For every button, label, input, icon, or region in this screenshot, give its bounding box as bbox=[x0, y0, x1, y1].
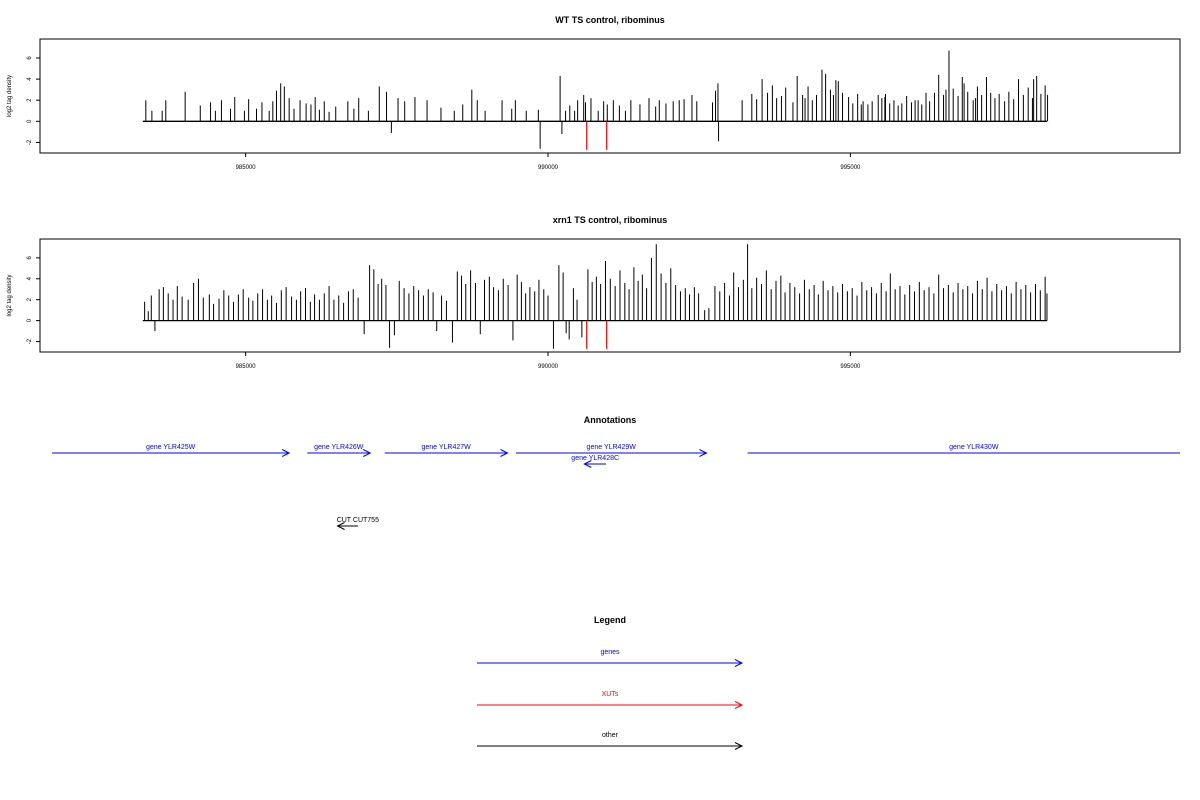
y-tick-label: 0 bbox=[27, 119, 33, 123]
x-tick-label: 995000 bbox=[840, 364, 861, 370]
legend-label: other bbox=[602, 732, 619, 739]
legend-title: Legend bbox=[594, 615, 626, 625]
y-tick-label: 4 bbox=[27, 276, 33, 280]
track-title: WT TS control, ribominus bbox=[555, 15, 665, 25]
legend-panel: Legend genes XUTs other bbox=[477, 615, 744, 750]
track-title: xrn1 TS control, ribominus bbox=[553, 215, 668, 225]
x-tick-label: 990000 bbox=[538, 165, 559, 171]
y-tick-label: 2 bbox=[27, 297, 33, 301]
feature-arrowhead bbox=[699, 449, 708, 457]
y-axis-label: log2 tag density bbox=[7, 274, 13, 316]
legend-arrowhead bbox=[734, 742, 744, 750]
y-axis-label: log2 tag density bbox=[7, 75, 13, 117]
y-tick-label: -2 bbox=[27, 139, 33, 145]
plot-frame bbox=[39, 238, 1181, 353]
feature-arrowhead bbox=[336, 522, 345, 530]
x-tick-label: 985000 bbox=[236, 165, 257, 171]
feature-label: gene YLR427W bbox=[421, 444, 471, 451]
x-tick-label: 995000 bbox=[840, 165, 861, 171]
y-tick-label: 4 bbox=[27, 77, 33, 81]
feature-arrowhead bbox=[362, 449, 372, 457]
feature-arrowhead bbox=[281, 449, 291, 457]
feature-arrowhead bbox=[500, 449, 509, 457]
plot-frame bbox=[39, 38, 1181, 154]
feature-label: gene YLR428C bbox=[571, 455, 619, 462]
feature-label: gene YLR429W bbox=[587, 444, 637, 451]
x-tick-label: 990000 bbox=[538, 364, 559, 370]
track-panel-xrn1: xrn1 TS control, ribominus -2 0 2 4 6 log2 ta… bbox=[7, 215, 1181, 370]
legend-arrowhead bbox=[734, 701, 744, 709]
legend-arrowhead bbox=[734, 659, 744, 667]
legend-label: genes bbox=[600, 649, 620, 656]
y-tick-label: 0 bbox=[27, 318, 33, 322]
feature-label: gene YLR426W bbox=[314, 444, 364, 451]
track-panel-wt: WT TS control, ribominus -2 0 2 4 6 log2 tag … bbox=[7, 15, 1181, 171]
feature-label: gene YLR430W bbox=[949, 444, 999, 451]
y-tick-label: 6 bbox=[27, 56, 33, 60]
y-tick-label: -2 bbox=[27, 338, 33, 344]
annotations-panel: Annotations gene YLR425W gene YLR426W gene… bbox=[52, 415, 1180, 530]
y-tick-label: 6 bbox=[27, 256, 33, 260]
y-tick-label: 2 bbox=[27, 98, 33, 102]
feature-label: gene YLR425W bbox=[146, 444, 196, 451]
x-tick-label: 985000 bbox=[236, 364, 257, 370]
legend-label: XUTs bbox=[602, 691, 619, 698]
annotations-title: Annotations bbox=[584, 415, 637, 425]
feature-arrowhead bbox=[583, 460, 592, 468]
feature-label: CUT CUT755 bbox=[337, 517, 379, 524]
